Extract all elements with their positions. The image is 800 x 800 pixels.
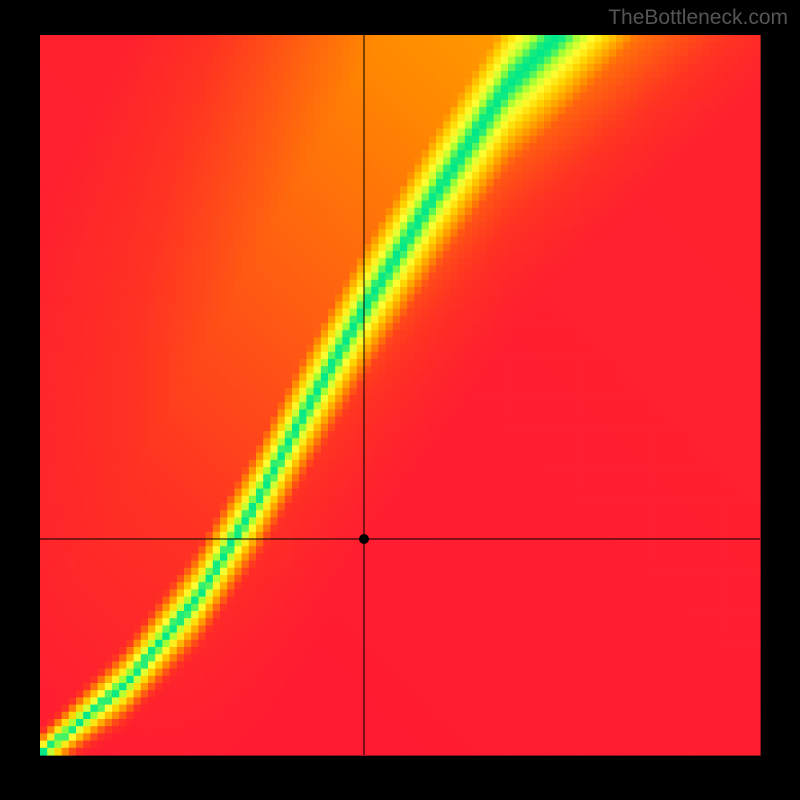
heatmap-svg [0, 0, 800, 800]
watermark-text: TheBottleneck.com [608, 6, 788, 30]
marker-dot [359, 534, 369, 544]
heatmap-cells [40, 35, 761, 756]
chart-container: TheBottleneck.com [0, 0, 800, 800]
